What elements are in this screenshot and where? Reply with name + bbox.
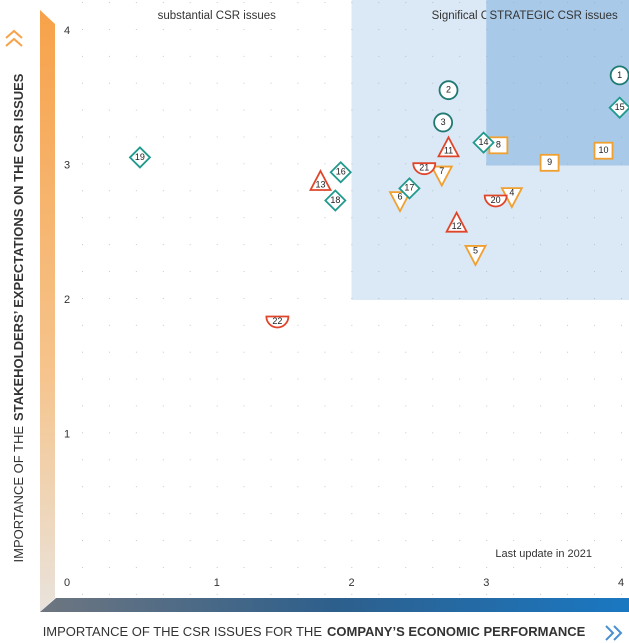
x-tick-label: 4 bbox=[618, 577, 624, 589]
point bbox=[128, 146, 152, 169]
point-label: 7 bbox=[439, 166, 444, 176]
x-axis-bar bbox=[40, 598, 629, 612]
right-chevrons bbox=[605, 625, 623, 641]
x-axis-label-text: IMPORTANCE OF THE CSR ISSUES FOR THE bbox=[43, 624, 323, 639]
y-axis-label-text: IMPORTANCE OF THE bbox=[11, 426, 26, 563]
x-axis-label-bold: COMPANY’S ECONOMIC PERFORMANCE bbox=[327, 624, 586, 639]
point-label: 8 bbox=[496, 140, 501, 150]
point-label: 11 bbox=[444, 146, 453, 156]
point-label: 13 bbox=[315, 179, 325, 189]
y-tick-label: 4 bbox=[64, 25, 70, 37]
point bbox=[388, 191, 412, 214]
point-label: 22 bbox=[272, 316, 282, 326]
point bbox=[463, 245, 487, 267]
y-axis-bar bbox=[40, 10, 55, 612]
point bbox=[445, 210, 469, 233]
point-label: 1 bbox=[617, 70, 622, 80]
point bbox=[430, 165, 454, 188]
point bbox=[309, 169, 332, 191]
point bbox=[472, 131, 495, 154]
point-label: 18 bbox=[330, 195, 340, 205]
point-label: 6 bbox=[398, 192, 403, 202]
point-label: 21 bbox=[419, 163, 429, 173]
point-label: 20 bbox=[491, 195, 501, 205]
point-label: 17 bbox=[404, 183, 414, 193]
point-label: 14 bbox=[479, 137, 489, 147]
point bbox=[438, 80, 459, 101]
annotation: Last update in 2021 bbox=[495, 548, 592, 560]
point bbox=[265, 315, 290, 329]
point-label: 5 bbox=[473, 245, 478, 255]
point bbox=[412, 162, 437, 176]
point-label: 16 bbox=[336, 167, 346, 177]
x-tick-label: 1 bbox=[214, 577, 220, 589]
point-label: 12 bbox=[452, 221, 462, 231]
y-tick-label: 3 bbox=[64, 159, 70, 171]
point bbox=[593, 141, 614, 160]
x-tick-label: 0 bbox=[64, 577, 70, 589]
point-label: 3 bbox=[441, 117, 446, 127]
x-tick-label: 3 bbox=[483, 577, 489, 589]
x-tick-label: 2 bbox=[348, 577, 354, 589]
point-label: 15 bbox=[615, 102, 625, 112]
point bbox=[483, 194, 508, 208]
point bbox=[398, 177, 421, 200]
point bbox=[329, 160, 352, 184]
y-axis-label-bold: STAKEHOLDERS’ EXPECTATIONS ON THE CSR IS… bbox=[11, 73, 26, 421]
point-label: 2 bbox=[446, 85, 451, 95]
point-label: 9 bbox=[547, 157, 552, 167]
point bbox=[437, 135, 461, 158]
up-chevrons bbox=[5, 29, 23, 47]
y-axis-label: IMPORTANCE OF THE STAKEHOLDERS’ EXPECTATI… bbox=[11, 73, 26, 562]
point-label: 4 bbox=[509, 187, 514, 197]
x-axis-label: IMPORTANCE OF THE CSR ISSUES FOR THE COMP… bbox=[43, 624, 586, 639]
point bbox=[608, 96, 629, 119]
point-label: 19 bbox=[135, 152, 145, 162]
point bbox=[324, 189, 347, 212]
point-label: 10 bbox=[598, 145, 608, 155]
y-tick-label: 2 bbox=[64, 294, 70, 306]
point bbox=[433, 112, 454, 133]
point bbox=[539, 153, 560, 172]
y-tick-label: 1 bbox=[64, 428, 70, 440]
dot-grid bbox=[56, 0, 629, 596]
